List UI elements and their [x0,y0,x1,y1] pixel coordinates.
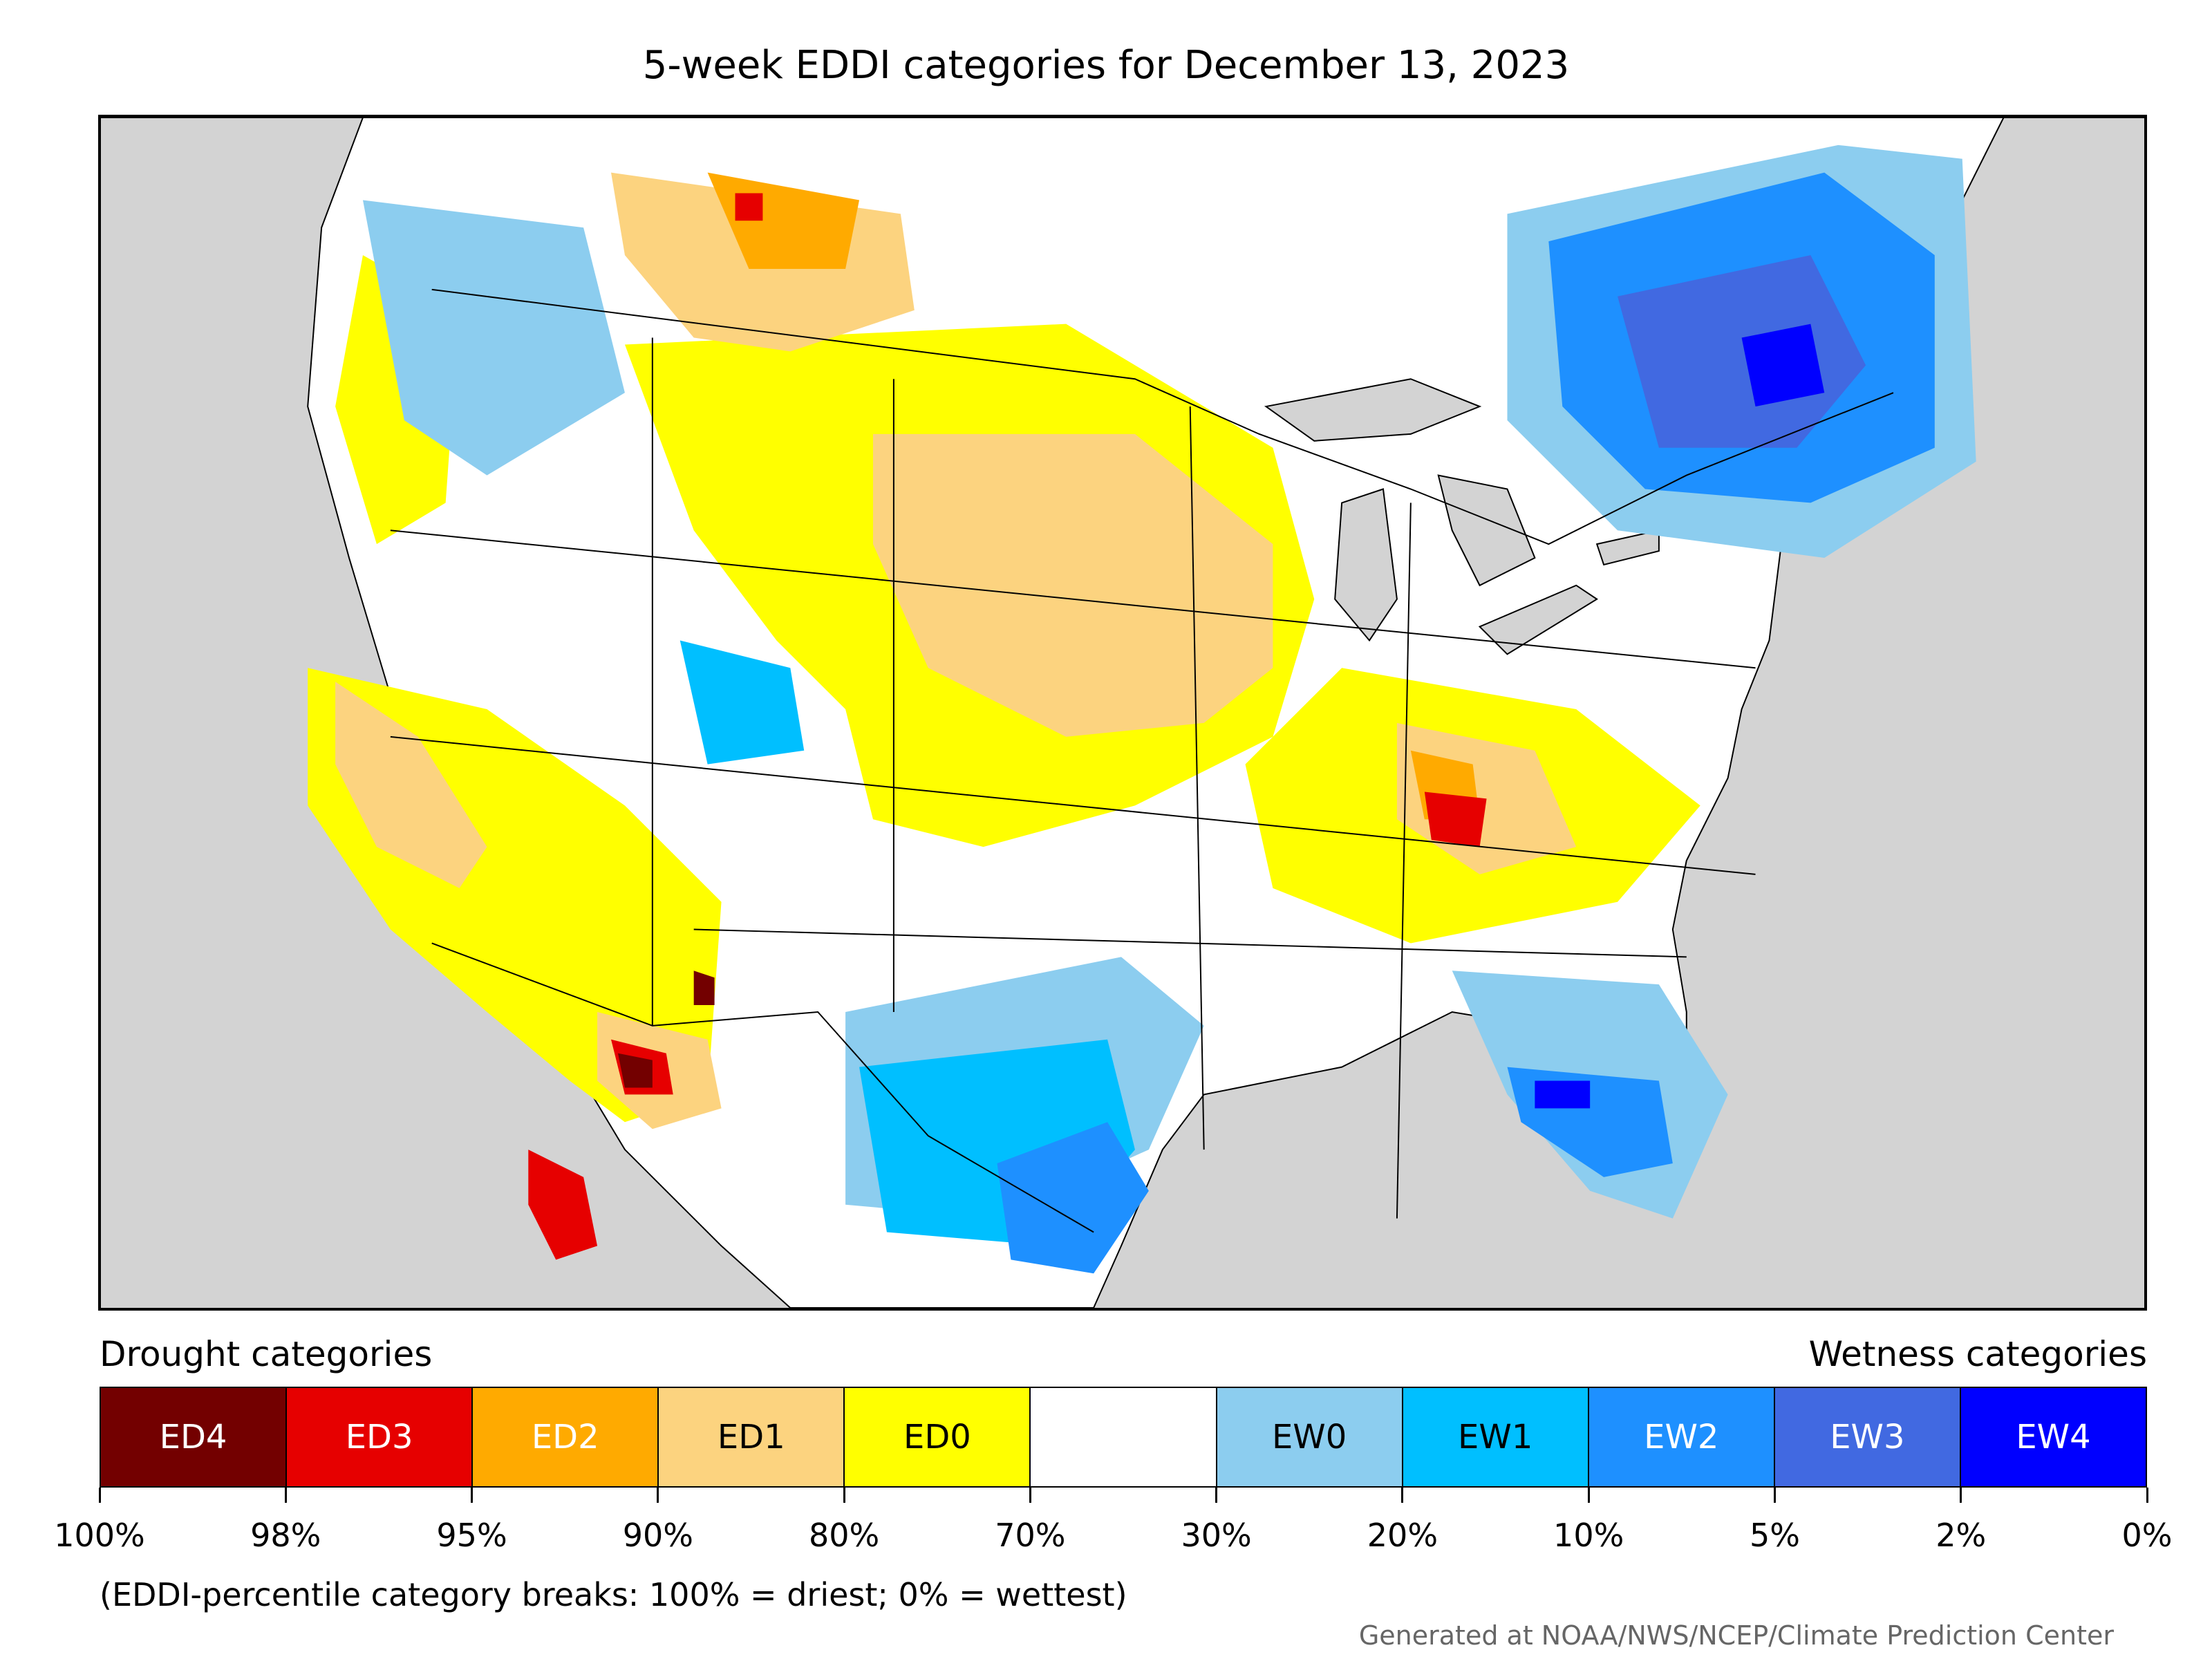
lake-ontario [1595,529,1660,566]
colorbar-tick-label: 70% [995,1517,1066,1554]
lake-superior [1264,378,1482,442]
state-line-5 [390,529,1756,669]
ed4-new-mexico [693,971,715,1006]
wetness-areas [362,144,1976,1274]
colorbar-segment: ED4 [101,1388,288,1486]
ew3-quebec [1618,255,1866,448]
colorbar-tick-label: 90% [622,1517,693,1554]
ed3-montana [735,193,763,221]
colorbar-tick-label: 30% [1181,1517,1252,1554]
colorbar-tick [284,1488,287,1503]
drought-areas [308,172,1700,1260]
state-line-6 [390,735,1756,875]
lake-huron [1437,474,1536,587]
colorbar-tick [1960,1488,1962,1503]
ed3-kentucky [1424,791,1487,847]
map-panel [98,115,2147,1311]
colorbar-segment: ED3 [287,1388,474,1486]
lake-michigan [1334,488,1398,642]
colorbar-tick-label: 100% [54,1517,145,1554]
ed1-california [335,682,487,888]
us-mexico-border [431,942,1094,1233]
colorbar-segment: ED1 [659,1388,845,1486]
ew4-quebec [1741,324,1825,407]
colorbar-tick [657,1488,659,1503]
state-line-4 [1396,503,1412,1219]
colorbar-tick-label: 0% [2121,1517,2173,1554]
lake-erie [1478,584,1598,655]
category-colorbar: ED4 ED3 ED2 ED1 ED0 EW0 EW1 EW2 EW3 EW4 [100,1387,2147,1488]
colorbar-tick-label: 2% [1936,1517,1987,1554]
us-canada-border [431,288,1894,545]
drought-categories-title: Drought categories [100,1334,433,1374]
colorbar-tick-label: 98% [250,1517,321,1554]
colorbar-segment: EW1 [1403,1388,1589,1486]
state-line-7 [693,928,1687,958]
colorbar-tick-label: 5% [1749,1517,1800,1554]
colorbar-tick [1587,1488,1590,1503]
colorbar-tick [98,1488,101,1503]
ew4-florida-panhandle [1535,1080,1591,1109]
eddi-map [101,118,2144,1308]
ed3-baja [528,1150,598,1260]
colorbar-tick-label: 80% [808,1517,880,1554]
colorbar-segment: EW4 [1960,1388,2146,1486]
colorbar-segment: EW2 [1588,1388,1775,1486]
ew2-texas [997,1122,1149,1274]
colorbar-tick [1215,1488,1218,1503]
colorbar-tick [1401,1488,1404,1503]
colorbar-tick [1773,1488,1776,1503]
boundaries [390,288,1894,1233]
colorbar-tick-label: 20% [1367,1517,1438,1554]
map-title: 5-week EDDI categories for December 13, … [642,43,1570,88]
colorbar-segment: ED2 [473,1388,659,1486]
ed4-sonora [617,1053,653,1088]
colorbar-segment: ED0 [845,1388,1031,1486]
ew0-pacific-nw [362,200,625,476]
colorbar-segment: EW3 [1774,1388,1961,1486]
colorbar-ticks [98,1488,2148,1508]
colorbar-tick-label: 95% [436,1517,507,1554]
colorbar-tick [471,1488,474,1503]
ew1-utah [679,640,805,765]
colorbar-segment: EW0 [1217,1388,1403,1486]
ed1-northern-plains [872,433,1273,737]
category-note: (EDDI-percentile category breaks: 100% =… [100,1576,1127,1613]
colorbar-tick [2146,1488,2148,1503]
colorbar-tick-label: 10% [1553,1517,1624,1554]
colorbar-tick [1029,1488,1031,1503]
colorbar-segment [1031,1388,1217,1486]
wetness-categories-title: Wetness categories [1808,1334,2147,1374]
credit-line: Generated at NOAA/NWS/NCEP/Climate Predi… [1358,1620,2114,1651]
state-line-3 [1189,406,1205,1150]
colorbar-tick [843,1488,845,1503]
